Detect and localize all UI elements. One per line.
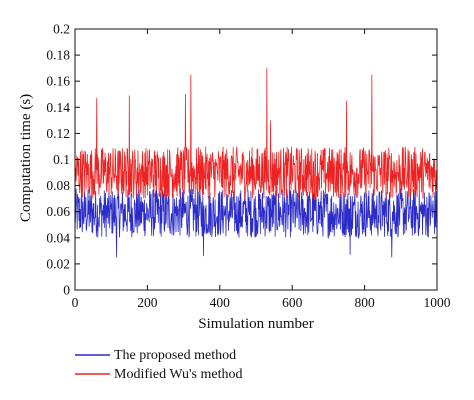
x-tick-label: 200 bbox=[137, 295, 158, 310]
x-tick-label: 400 bbox=[210, 295, 231, 310]
y-tick-label: 0.18 bbox=[46, 48, 70, 63]
y-tick-label: 0.08 bbox=[46, 178, 70, 193]
tick-layer: 0 200 400 600 800 1000 0 0.02 0.04 0.06 0.08 0.1 0.1… bbox=[46, 22, 450, 311]
x-tick-label: 0 bbox=[72, 295, 79, 310]
legend-label-modified-wu: Modified Wu's method bbox=[114, 367, 242, 382]
legend: The proposed method Modified Wu's method bbox=[75, 348, 242, 382]
y-tick-label: 0.04 bbox=[46, 230, 70, 245]
x-axis-label: Simulation number bbox=[198, 316, 313, 332]
x-tick-label: 1000 bbox=[424, 295, 451, 310]
y-tick-label: 0.12 bbox=[46, 126, 70, 141]
series-line-proposed bbox=[74, 188, 438, 258]
legend-label-proposed: The proposed method bbox=[114, 348, 236, 363]
y-axis-title: Computation time (s) bbox=[18, 94, 34, 222]
y-tick-label: 0.2 bbox=[53, 22, 70, 37]
y-tick-label: 0.06 bbox=[46, 204, 70, 219]
series-line-modified-wu bbox=[74, 68, 438, 200]
y-tick-label: 0 bbox=[63, 283, 70, 298]
y-tick-label: 0.14 bbox=[46, 100, 70, 115]
y-tick-label: 0.1 bbox=[53, 152, 70, 167]
series-layer bbox=[74, 68, 438, 258]
y-axis-label: Computation time (s) bbox=[18, 94, 34, 222]
x-tick-label: 800 bbox=[354, 295, 375, 310]
plot-frame bbox=[74, 28, 438, 291]
x-tick-label: 600 bbox=[282, 295, 303, 310]
y-tick-label: 0.16 bbox=[46, 74, 70, 89]
y-tick-label: 0.02 bbox=[46, 256, 70, 271]
